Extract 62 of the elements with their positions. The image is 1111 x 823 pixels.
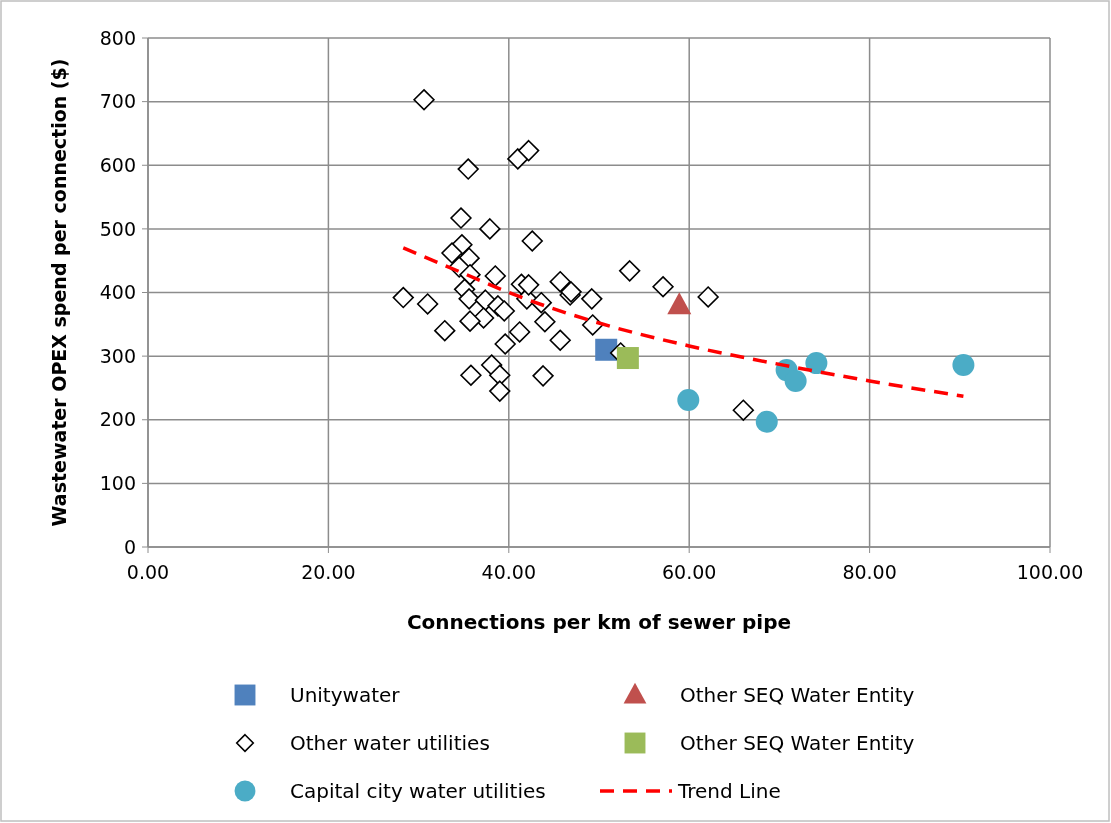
- legend-label: Other SEQ Water Entity: [680, 683, 915, 707]
- y-tick-label: 0: [123, 535, 136, 558]
- point: [532, 365, 554, 387]
- point: [416, 293, 439, 315]
- point: [581, 288, 603, 310]
- point: [489, 380, 511, 402]
- x-tick-label: 80.00: [842, 561, 897, 583]
- point: [732, 399, 755, 421]
- point: [805, 352, 828, 375]
- point: [441, 242, 463, 264]
- point: [508, 321, 531, 343]
- y-tick-label: 500: [99, 217, 136, 240]
- point: [581, 314, 604, 336]
- legend-label: Unitywater: [290, 683, 401, 707]
- point: [517, 139, 540, 162]
- legend-label: Other SEQ Water Entity: [680, 731, 915, 755]
- x-tick-label: 20.00: [301, 561, 356, 583]
- point: [392, 286, 414, 309]
- point: [457, 158, 479, 180]
- point: [616, 347, 639, 370]
- point: [517, 274, 540, 296]
- point: [677, 389, 700, 412]
- y-tick-label: 300: [99, 344, 136, 367]
- y-axis-title: Wastewater OPEX spend per connection ($): [48, 58, 70, 527]
- point: [549, 329, 571, 351]
- y-tick-label: 200: [99, 408, 136, 431]
- point: [784, 369, 807, 392]
- point: [460, 364, 482, 386]
- point: [618, 260, 641, 282]
- x-tick-label: 100.00: [1016, 561, 1084, 583]
- point: [458, 288, 480, 310]
- x-tick-label: 60.00: [662, 561, 717, 583]
- point: [521, 230, 543, 252]
- y-tick-label: 700: [99, 90, 136, 113]
- y-tick-label: 800: [99, 26, 136, 49]
- point: [549, 270, 571, 293]
- point: [952, 354, 975, 377]
- point: [450, 207, 472, 229]
- line-series: [401, 246, 966, 398]
- point: [413, 89, 435, 111]
- point: [484, 265, 506, 287]
- point: [434, 319, 456, 342]
- legend-label: Other water utilities: [290, 731, 490, 755]
- legend-label: Trend Line: [677, 779, 781, 803]
- y-tick-label: 100: [99, 472, 136, 495]
- y-tick-label: 600: [99, 153, 136, 176]
- x-tick-label: 0.00: [126, 561, 170, 583]
- y-tick-label: 400: [99, 281, 136, 304]
- point: [459, 310, 481, 332]
- point: [652, 276, 674, 298]
- point: [489, 364, 511, 386]
- point: [479, 218, 501, 240]
- point: [534, 311, 556, 333]
- point: [667, 292, 692, 315]
- point: [494, 333, 516, 355]
- point: [507, 148, 529, 170]
- x-axis-title: Connections per km of sewer pipe: [406, 610, 792, 634]
- legend-label: Capital city water utilities: [290, 779, 546, 803]
- x-tick-label: 40.00: [481, 561, 536, 583]
- point: [755, 410, 778, 433]
- point: [697, 286, 719, 308]
- point: [493, 300, 515, 322]
